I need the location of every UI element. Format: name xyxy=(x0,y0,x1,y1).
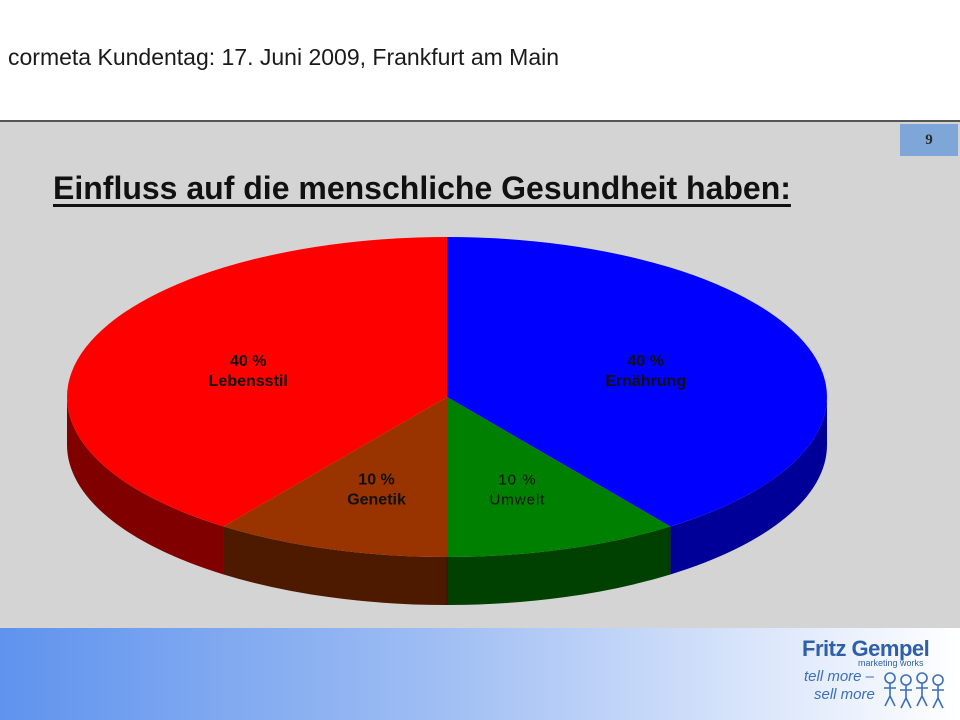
pie-slice-ern-hrung xyxy=(447,237,827,527)
pie-labels: 40 % Ernährung 10 % Umwelt 10 % Genetik 40 % Le… xyxy=(209,353,687,508)
logo-tagline: marketing works xyxy=(858,658,924,668)
pie-value-label-genetik: 10 % xyxy=(358,471,394,488)
pie-side-lebensstil xyxy=(67,397,224,575)
logo-figures-icon xyxy=(884,672,944,709)
pie-slice-lebensstil xyxy=(67,237,447,527)
logo-slogan-line2: sell more xyxy=(814,686,875,703)
pie-value-label-umwelt: 10 % xyxy=(498,471,536,488)
pie-slice-genetik xyxy=(223,397,447,557)
pie-category-label-lebensstil: Lebensstil xyxy=(209,373,288,390)
footer-band xyxy=(0,628,960,720)
slide-header: cormeta Kundentag: 17. Juni 2009, Frankf… xyxy=(0,0,960,120)
pie-tops xyxy=(67,237,827,557)
header-divider xyxy=(0,120,960,122)
logo-slogan-line1: tell more – xyxy=(804,668,875,685)
pie-sides xyxy=(67,397,827,605)
pie-category-label-genetik: Genetik xyxy=(347,491,406,508)
pie-side-genetik xyxy=(223,526,447,605)
pie-category-label-ern-hrung: Ernährung xyxy=(605,373,686,390)
pie-side-umwelt xyxy=(447,526,671,605)
logo-name: Fritz Gempel xyxy=(802,636,930,661)
pie-side-ern-hrung xyxy=(670,397,827,575)
page-number-badge: 9 xyxy=(900,124,958,156)
pie-value-label-lebensstil: 40 % xyxy=(230,353,266,370)
pie-slice-umwelt xyxy=(447,397,671,557)
company-logo: Fritz Gempel marketing works tell more –… xyxy=(800,632,950,716)
pie-category-label-umwelt: Umwelt xyxy=(489,491,545,508)
slide-heading: Einfluss auf die menschliche Gesundheit … xyxy=(53,166,813,210)
header-title: cormeta Kundentag: 17. Juni 2009, Frankf… xyxy=(8,44,560,70)
pie-value-label-ern-hrung: 40 % xyxy=(628,353,664,370)
slide-heading-text: Einfluss auf die menschliche Gesundheit … xyxy=(53,170,791,206)
